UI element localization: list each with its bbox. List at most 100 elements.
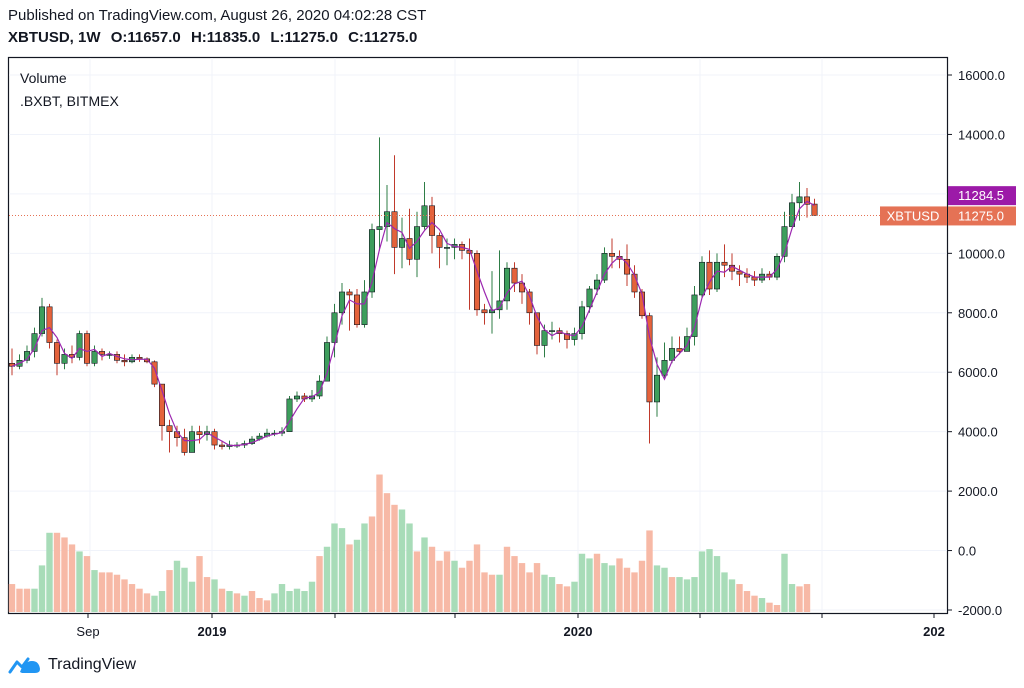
candle [713,253,720,292]
candle-body [736,270,743,275]
candle-body [159,383,166,427]
candle [413,211,420,278]
candle [518,274,525,304]
symbol-tag [880,206,947,226]
candle-body [661,360,668,376]
candle [383,184,390,242]
candle-body [136,357,143,360]
open-value: 11657.0 [127,29,181,46]
volume-bar [301,591,308,612]
volume-bar [511,556,518,612]
candle [788,193,795,227]
candle-body [413,226,420,260]
volume-bar [571,581,578,612]
volume-bar [211,579,218,612]
candle [46,303,53,349]
candle-body [773,256,780,278]
candle-body [638,291,645,317]
volume-bar [91,570,98,612]
candle [398,217,405,269]
candle-body [421,205,428,227]
candle-body [383,211,390,227]
x-tick-label: 2020 [564,624,593,639]
low-value: 11275.0 [284,29,338,46]
volume-bars [8,474,811,612]
volume-bar [376,474,383,612]
volume-bar [181,567,188,612]
candle-body [706,261,713,290]
time-axis[interactable]: Sep 2019 2020 202 [76,613,945,639]
candle-body [166,425,173,432]
candle-body [646,315,653,403]
candle [136,354,143,362]
candle-body [331,312,338,343]
candle-body [286,398,293,432]
candle [796,182,803,221]
volume-bar [526,572,533,612]
candle-body [473,253,480,311]
candle [631,265,638,298]
y-tick-label: 8000.0 [958,306,998,321]
candle-body [76,333,83,358]
candle-body [189,431,196,453]
candle-body [219,444,226,447]
price-tags: 11284.5 XBTUSD 11275.0 [880,186,1016,226]
volume-bar [98,572,106,612]
price-axis[interactable]: 16000.014000.012000.010000.08000.06000.0… [947,68,1005,618]
volume-bar [368,516,376,612]
volume-bar [68,544,76,612]
volume-bar [766,602,773,612]
volume-bar [406,523,413,612]
volume-bar [691,577,698,612]
candle-body [691,294,698,337]
candle [563,330,570,349]
candle [174,425,181,447]
volume-bar [496,574,503,612]
candle-body [533,312,540,346]
candle-body [511,267,518,284]
candle-body [653,374,660,403]
close-value: 11275.0 [363,29,418,46]
volume-bar [781,553,788,612]
candle-body [796,196,803,204]
volume-bar [286,591,293,612]
high-label: H: [190,29,207,46]
volume-bar [263,600,271,612]
candle-body [53,342,60,364]
volume-bar [668,577,676,612]
x-tick-label: 2019 [198,624,227,639]
candle [159,383,166,441]
candle [76,330,83,361]
tradingview-logo[interactable]: TradingView [8,655,136,675]
legend-source-label: .BXBT, BITMEX [20,93,119,109]
chart-pane-border [7,56,949,615]
volume-bar [481,572,488,612]
volume-bar [563,586,571,612]
volume-bar [601,563,608,612]
candle [661,342,668,379]
ohlc-legend: XBTUSD, 1W O:11657.0 H:11835.0 L:11275.0… [8,29,417,46]
volume-bar [721,572,728,612]
volume-bar [346,544,353,612]
candle [473,250,480,316]
volume-bar [31,588,38,612]
volume-bar [136,588,143,612]
close-label: C: [348,29,364,46]
volume-bar [8,584,16,612]
candle-body [788,202,795,227]
volume-bar [758,598,766,612]
volume-bar [578,553,586,612]
candle-body [586,288,593,308]
volume-bar [166,570,173,612]
volume-bar [751,595,758,612]
volume-bar [353,539,361,612]
volume-bar [713,556,721,612]
candle [691,286,698,346]
volume-bar [316,556,323,612]
candle-body [608,253,615,257]
candle-body [338,291,345,314]
candle-body [368,229,375,293]
volume-bar [361,523,368,612]
candle-body [803,196,810,205]
